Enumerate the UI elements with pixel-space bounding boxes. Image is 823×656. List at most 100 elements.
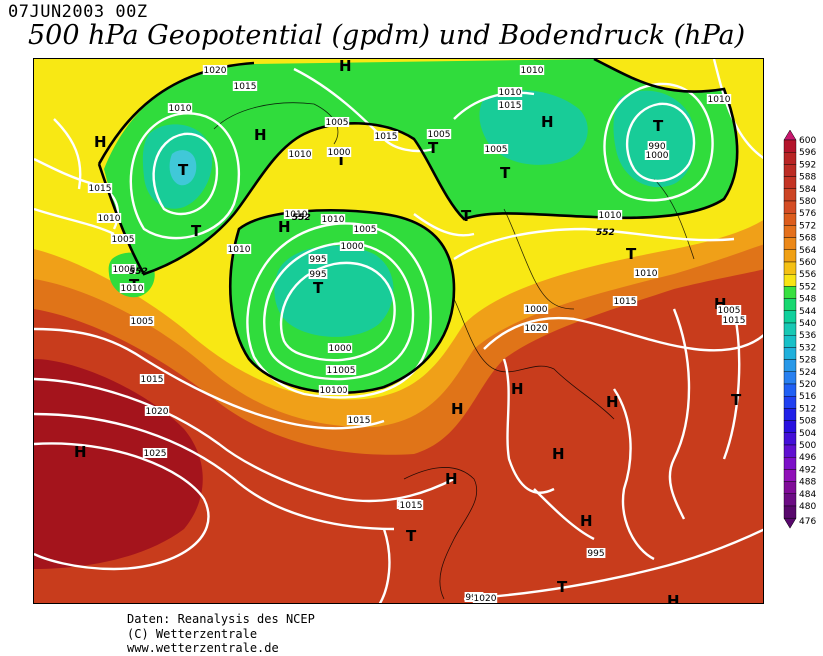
- svg-text:1015: 1015: [400, 501, 423, 511]
- legend-swatch: [783, 322, 797, 336]
- legend-label: 584: [799, 185, 816, 195]
- credit-line-data: Daten: Reanalysis des NCEP: [127, 612, 315, 626]
- field-cyan-greenland: [169, 150, 197, 186]
- legend-label: 476: [799, 517, 816, 527]
- high-pressure-marker: H: [511, 380, 524, 398]
- legend-swatch: [783, 310, 797, 324]
- low-pressure-marker: T: [178, 161, 189, 179]
- legend-label: 524: [799, 368, 816, 378]
- legend-label: 520: [799, 380, 816, 390]
- legend-swatch: [783, 383, 797, 397]
- credit-line-url: www.wetterzentrale.de: [127, 641, 279, 655]
- legend-swatch: [783, 249, 797, 263]
- legend-swatch: [783, 152, 797, 165]
- legend-swatch: [783, 359, 797, 373]
- svg-text:1010: 1010: [285, 210, 308, 220]
- svg-text:1000: 1000: [329, 344, 352, 354]
- legend-swatch: [783, 188, 797, 202]
- low-pressure-marker: T: [191, 222, 202, 240]
- low-pressure-marker: T: [461, 207, 472, 225]
- legend-swatch: [783, 505, 797, 519]
- isobar-label: 1000: [327, 343, 353, 354]
- legend-label: 496: [799, 453, 816, 463]
- svg-text:1005: 1005: [326, 118, 349, 128]
- svg-text:1000: 1000: [341, 242, 364, 252]
- svg-text:1005: 1005: [113, 265, 136, 275]
- legend-swatch: [783, 371, 797, 385]
- legend-swatch: [783, 212, 797, 226]
- legend-label: 544: [799, 307, 816, 317]
- high-pressure-marker: H: [94, 133, 107, 151]
- credit-line-copyright: (C) Wetterzentrale: [127, 626, 258, 641]
- legend-label: 588: [799, 173, 816, 183]
- svg-text:1015: 1015: [89, 184, 112, 194]
- isobar-label: 1020: [472, 593, 498, 603]
- isobar-label: 1005: [352, 224, 378, 235]
- legend-arrow-down: [783, 517, 797, 529]
- svg-text:1020: 1020: [525, 324, 548, 334]
- isobar-label: 1000: [644, 150, 670, 161]
- svg-text:995: 995: [587, 549, 604, 559]
- isobar-label: 1010: [706, 94, 732, 105]
- legend-swatch: [783, 481, 797, 495]
- svg-text:1000: 1000: [646, 151, 669, 161]
- svg-text:1010: 1010: [289, 150, 312, 160]
- isobar-label: 1000: [339, 241, 365, 252]
- coastlines: [213, 102, 695, 600]
- isobar-label: 995: [586, 548, 606, 559]
- credits: Daten: Reanalysis des NCEP (C) Wetterzen…: [127, 612, 315, 656]
- low-pressure-marker: T: [557, 578, 568, 596]
- legend-label: 600: [799, 136, 816, 146]
- low-pressure-marker: T: [626, 245, 637, 263]
- legend-label: 548: [799, 295, 816, 305]
- legend-swatch: [783, 408, 797, 421]
- svg-text:1015: 1015: [614, 297, 637, 307]
- svg-text:1010: 1010: [320, 386, 343, 396]
- legend-swatch: [783, 225, 797, 238]
- legend-label: 528: [799, 356, 816, 366]
- legend-swatch: [783, 396, 797, 409]
- legend-swatch: [783, 334, 797, 348]
- legend-label: 500: [799, 441, 816, 451]
- isobar-label: 1015: [497, 100, 523, 111]
- svg-text:1000: 1000: [328, 148, 351, 158]
- legend-swatch: [783, 444, 797, 458]
- legend-swatch: [783, 261, 797, 275]
- high-pressure-marker: H: [580, 512, 593, 530]
- pressure-systems: HHHHHHHHHHHHHHTTTTTTTTTTTTT: [74, 59, 742, 603]
- svg-text:1020: 1020: [204, 66, 227, 76]
- isobar-label: 1015: [87, 183, 113, 194]
- isobar-label: 1020: [202, 65, 228, 76]
- map-datetime: 07JUN2003 00Z: [8, 2, 148, 22]
- geopotential-label: 552: [596, 228, 615, 238]
- svg-text:1005: 1005: [428, 130, 451, 140]
- legend-arrow-up: [783, 129, 797, 141]
- legend-label: 532: [799, 343, 816, 353]
- legend-swatch: [783, 176, 797, 189]
- low-pressure-marker: T: [336, 151, 347, 169]
- legend-swatch: [783, 200, 797, 214]
- isobar-label: 1005: [110, 234, 136, 245]
- low-pressure-marker: T: [500, 164, 511, 182]
- svg-text:1010: 1010: [121, 284, 144, 294]
- svg-text:1010: 1010: [499, 88, 522, 98]
- legend-swatch: [783, 469, 797, 482]
- svg-text:1010: 1010: [169, 104, 192, 114]
- isobar-label: 1010: [597, 210, 623, 221]
- svg-text:1015: 1015: [234, 82, 257, 92]
- legend-swatch: [783, 237, 797, 250]
- legend-swatch: [783, 273, 797, 287]
- legend-label: 508: [799, 417, 816, 427]
- isobar-label: 1005: [426, 129, 452, 140]
- svg-text:1010: 1010: [708, 95, 731, 105]
- legend-label: 516: [799, 392, 816, 402]
- svg-text:1015: 1015: [348, 416, 371, 426]
- svg-text:1000: 1000: [525, 305, 548, 315]
- legend-label: 576: [799, 209, 816, 219]
- high-pressure-marker: H: [254, 126, 267, 144]
- legend-label: 504: [799, 429, 816, 439]
- svg-text:1025: 1025: [144, 449, 167, 459]
- svg-text:1010: 1010: [98, 214, 121, 224]
- isobar-label: 1015: [721, 315, 747, 326]
- legend-label: 556: [799, 270, 816, 280]
